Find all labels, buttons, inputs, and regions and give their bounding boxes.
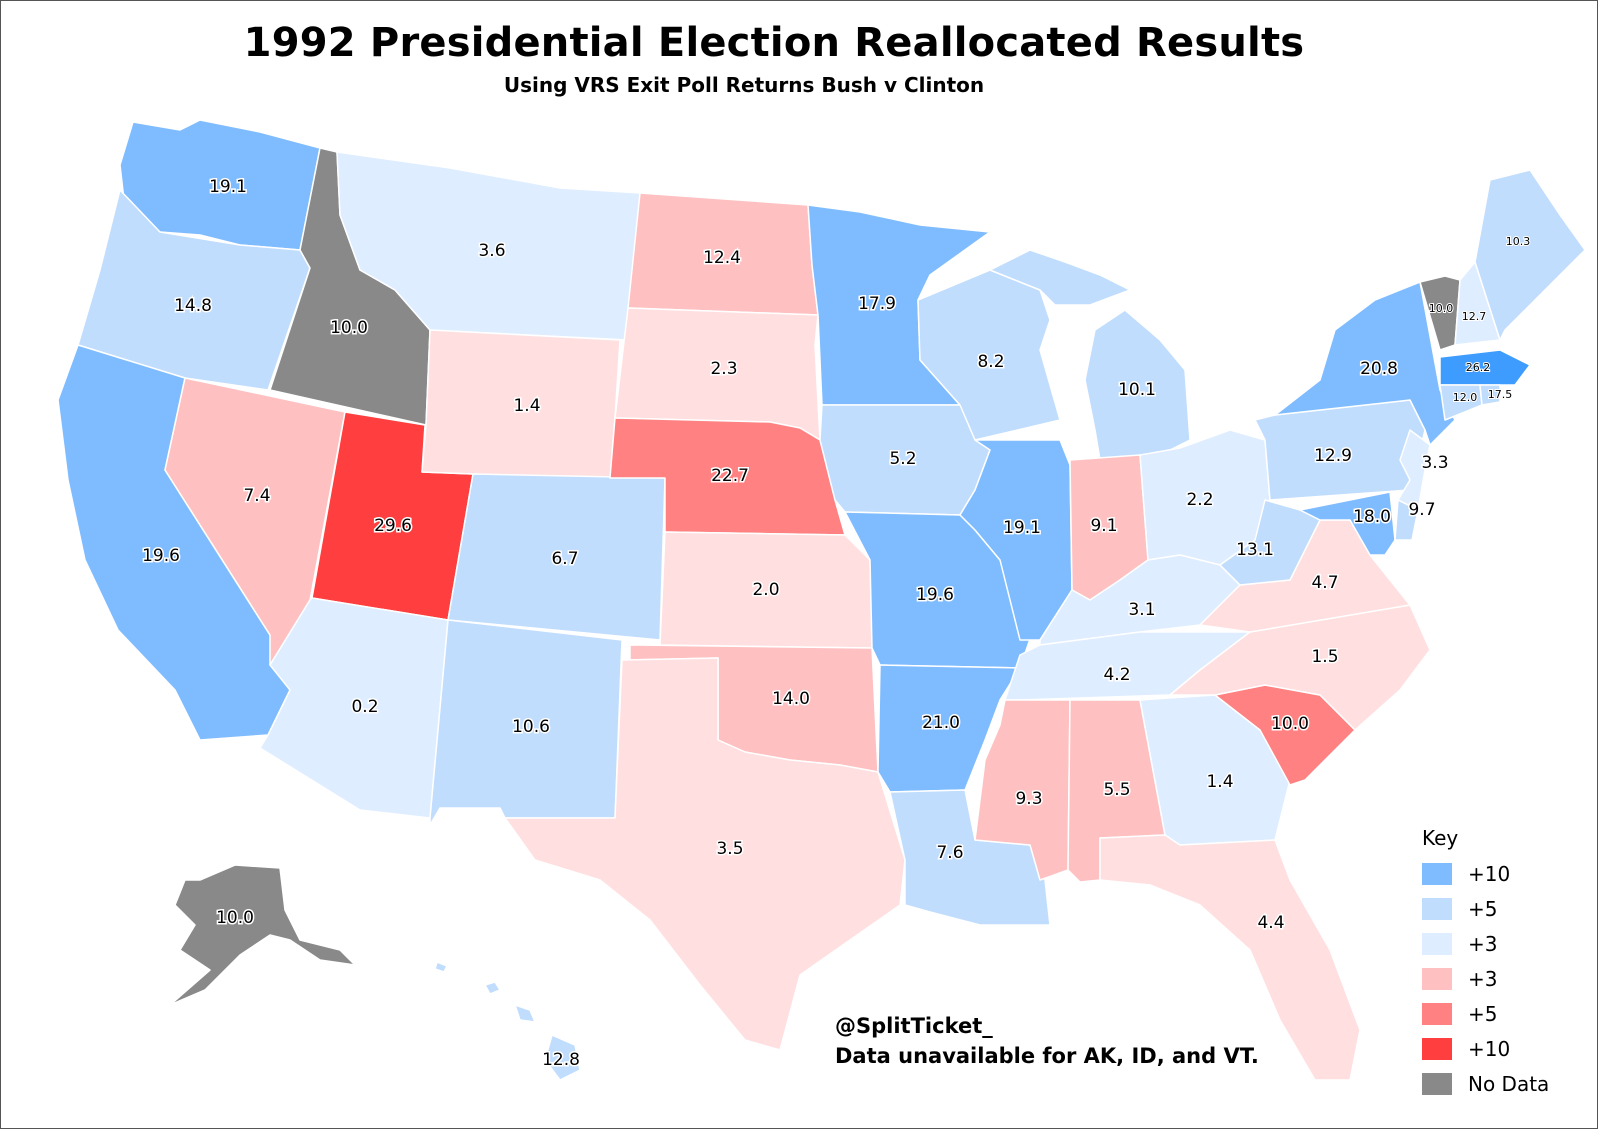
legend-item: +3 xyxy=(1422,926,1549,961)
label-IN: 9.1 xyxy=(1090,516,1117,536)
label-PA: 12.9 xyxy=(1314,446,1352,466)
credit-block: @SplitTicket_ Data unavailable for AK, I… xyxy=(835,1011,1259,1071)
legend-label: +3 xyxy=(1468,931,1498,956)
label-SC: 10.0 xyxy=(1271,714,1309,734)
label-ME: 10.3 xyxy=(1506,235,1531,248)
state-OR[interactable] xyxy=(77,189,311,391)
legend-label: +5 xyxy=(1468,896,1498,921)
state-HI-islands[interactable] xyxy=(484,981,501,995)
label-SD: 2.3 xyxy=(710,359,737,379)
state-MD[interactable] xyxy=(1299,491,1396,556)
legend-item: +3 xyxy=(1422,961,1549,996)
label-RI: 17.5 xyxy=(1488,388,1513,401)
legend-label: No Data xyxy=(1468,1071,1550,1096)
legend-label: +10 xyxy=(1468,861,1511,886)
label-GA: 1.4 xyxy=(1206,772,1233,792)
map-subtitle: Using VRS Exit Poll Returns Bush v Clint… xyxy=(503,73,985,97)
label-MD: 18.0 xyxy=(1353,507,1391,527)
label-TX: 3.5 xyxy=(716,839,743,859)
state-HI-islands-2[interactable] xyxy=(514,1004,536,1023)
label-IA: 5.2 xyxy=(889,449,916,469)
state-RI[interactable] xyxy=(1479,384,1501,406)
label-AK: 10.0 xyxy=(216,908,254,928)
label-NY: 20.8 xyxy=(1360,359,1398,379)
label-MS: 9.3 xyxy=(1015,789,1042,809)
label-WV: 13.1 xyxy=(1236,540,1274,560)
legend-label: +3 xyxy=(1468,966,1498,991)
legend-swatch xyxy=(1422,1072,1452,1095)
label-CA: 19.6 xyxy=(142,546,180,566)
label-VT: 10.0 xyxy=(1429,302,1454,315)
state-TX[interactable] xyxy=(504,657,906,1051)
label-MO: 19.6 xyxy=(916,585,954,605)
label-NM: 10.6 xyxy=(512,717,550,737)
state-DE[interactable] xyxy=(1394,499,1419,541)
label-ID: 10.0 xyxy=(330,318,368,338)
label-VA: 4.7 xyxy=(1311,573,1338,593)
state-HI[interactable] xyxy=(544,1034,581,1081)
label-WI: 8.2 xyxy=(977,352,1004,372)
legend-swatch xyxy=(1422,1037,1452,1060)
label-OK: 14.0 xyxy=(772,689,810,709)
state-IL[interactable] xyxy=(959,439,1073,641)
legend-swatch xyxy=(1422,897,1452,920)
label-OH: 2.2 xyxy=(1186,490,1213,510)
legend-label: +10 xyxy=(1468,1036,1511,1061)
label-OR: 14.8 xyxy=(174,296,212,316)
state-FL[interactable] xyxy=(1099,834,1361,1081)
state-MI-upper[interactable] xyxy=(989,249,1131,306)
label-KY: 3.1 xyxy=(1128,600,1155,620)
map-title: 1992 Presidential Election Reallocated R… xyxy=(243,20,1305,66)
legend-item: +5 xyxy=(1422,891,1549,926)
label-AZ: 0.2 xyxy=(351,697,378,717)
label-IL: 19.1 xyxy=(1003,518,1041,538)
label-UT: 29.6 xyxy=(374,516,412,536)
label-MI: 10.1 xyxy=(1118,380,1156,400)
state-LA[interactable] xyxy=(889,789,1051,926)
legend-swatch xyxy=(1422,932,1452,955)
label-AL: 5.5 xyxy=(1103,780,1130,800)
label-MA: 26.2 xyxy=(1466,361,1491,374)
label-KS: 2.0 xyxy=(752,580,779,600)
label-NV: 7.4 xyxy=(243,486,270,506)
state-HI-islands-3[interactable] xyxy=(434,961,448,973)
legend-item: +10 xyxy=(1422,856,1549,891)
label-TN: 4.2 xyxy=(1103,665,1130,685)
legend-label: +5 xyxy=(1468,1001,1498,1026)
label-WY: 1.4 xyxy=(513,396,540,416)
state-MA[interactable] xyxy=(1439,349,1531,386)
state-NC[interactable] xyxy=(1169,604,1431,731)
label-CO: 6.7 xyxy=(551,549,578,569)
label-NE: 22.7 xyxy=(711,466,749,486)
label-HI: 12.8 xyxy=(542,1050,580,1070)
label-NC: 1.5 xyxy=(1311,647,1338,667)
legend: Key +10 +5 +3 +3 +5 +10 No Data xyxy=(1422,826,1549,1101)
state-AK[interactable] xyxy=(169,864,356,1006)
label-WA: 19.1 xyxy=(209,177,247,197)
state-NE[interactable] xyxy=(609,417,846,536)
state-ME[interactable] xyxy=(1474,169,1586,341)
credit-handle: @SplitTicket_ xyxy=(835,1014,993,1038)
label-DE: 9.7 xyxy=(1408,500,1435,520)
label-LA: 7.6 xyxy=(936,843,963,863)
legend-title: Key xyxy=(1422,826,1459,850)
label-MT: 3.6 xyxy=(478,241,505,261)
legend-swatch xyxy=(1422,967,1452,990)
legend-item: +5 xyxy=(1422,996,1549,1031)
legend-swatch xyxy=(1422,1002,1452,1025)
label-NJ: 3.3 xyxy=(1421,453,1448,473)
label-AR: 21.0 xyxy=(922,713,960,733)
label-CT: 12.0 xyxy=(1453,391,1478,404)
label-FL: 4.4 xyxy=(1257,913,1284,933)
legend-item: +10 xyxy=(1422,1031,1549,1066)
label-NH: 12.7 xyxy=(1462,310,1487,323)
label-ND: 12.4 xyxy=(703,248,741,268)
legend-swatch xyxy=(1422,862,1452,885)
legend-item: No Data xyxy=(1422,1066,1549,1101)
credit-note: Data unavailable for AK, ID, and VT. xyxy=(835,1044,1259,1068)
label-MN: 17.9 xyxy=(858,294,896,314)
